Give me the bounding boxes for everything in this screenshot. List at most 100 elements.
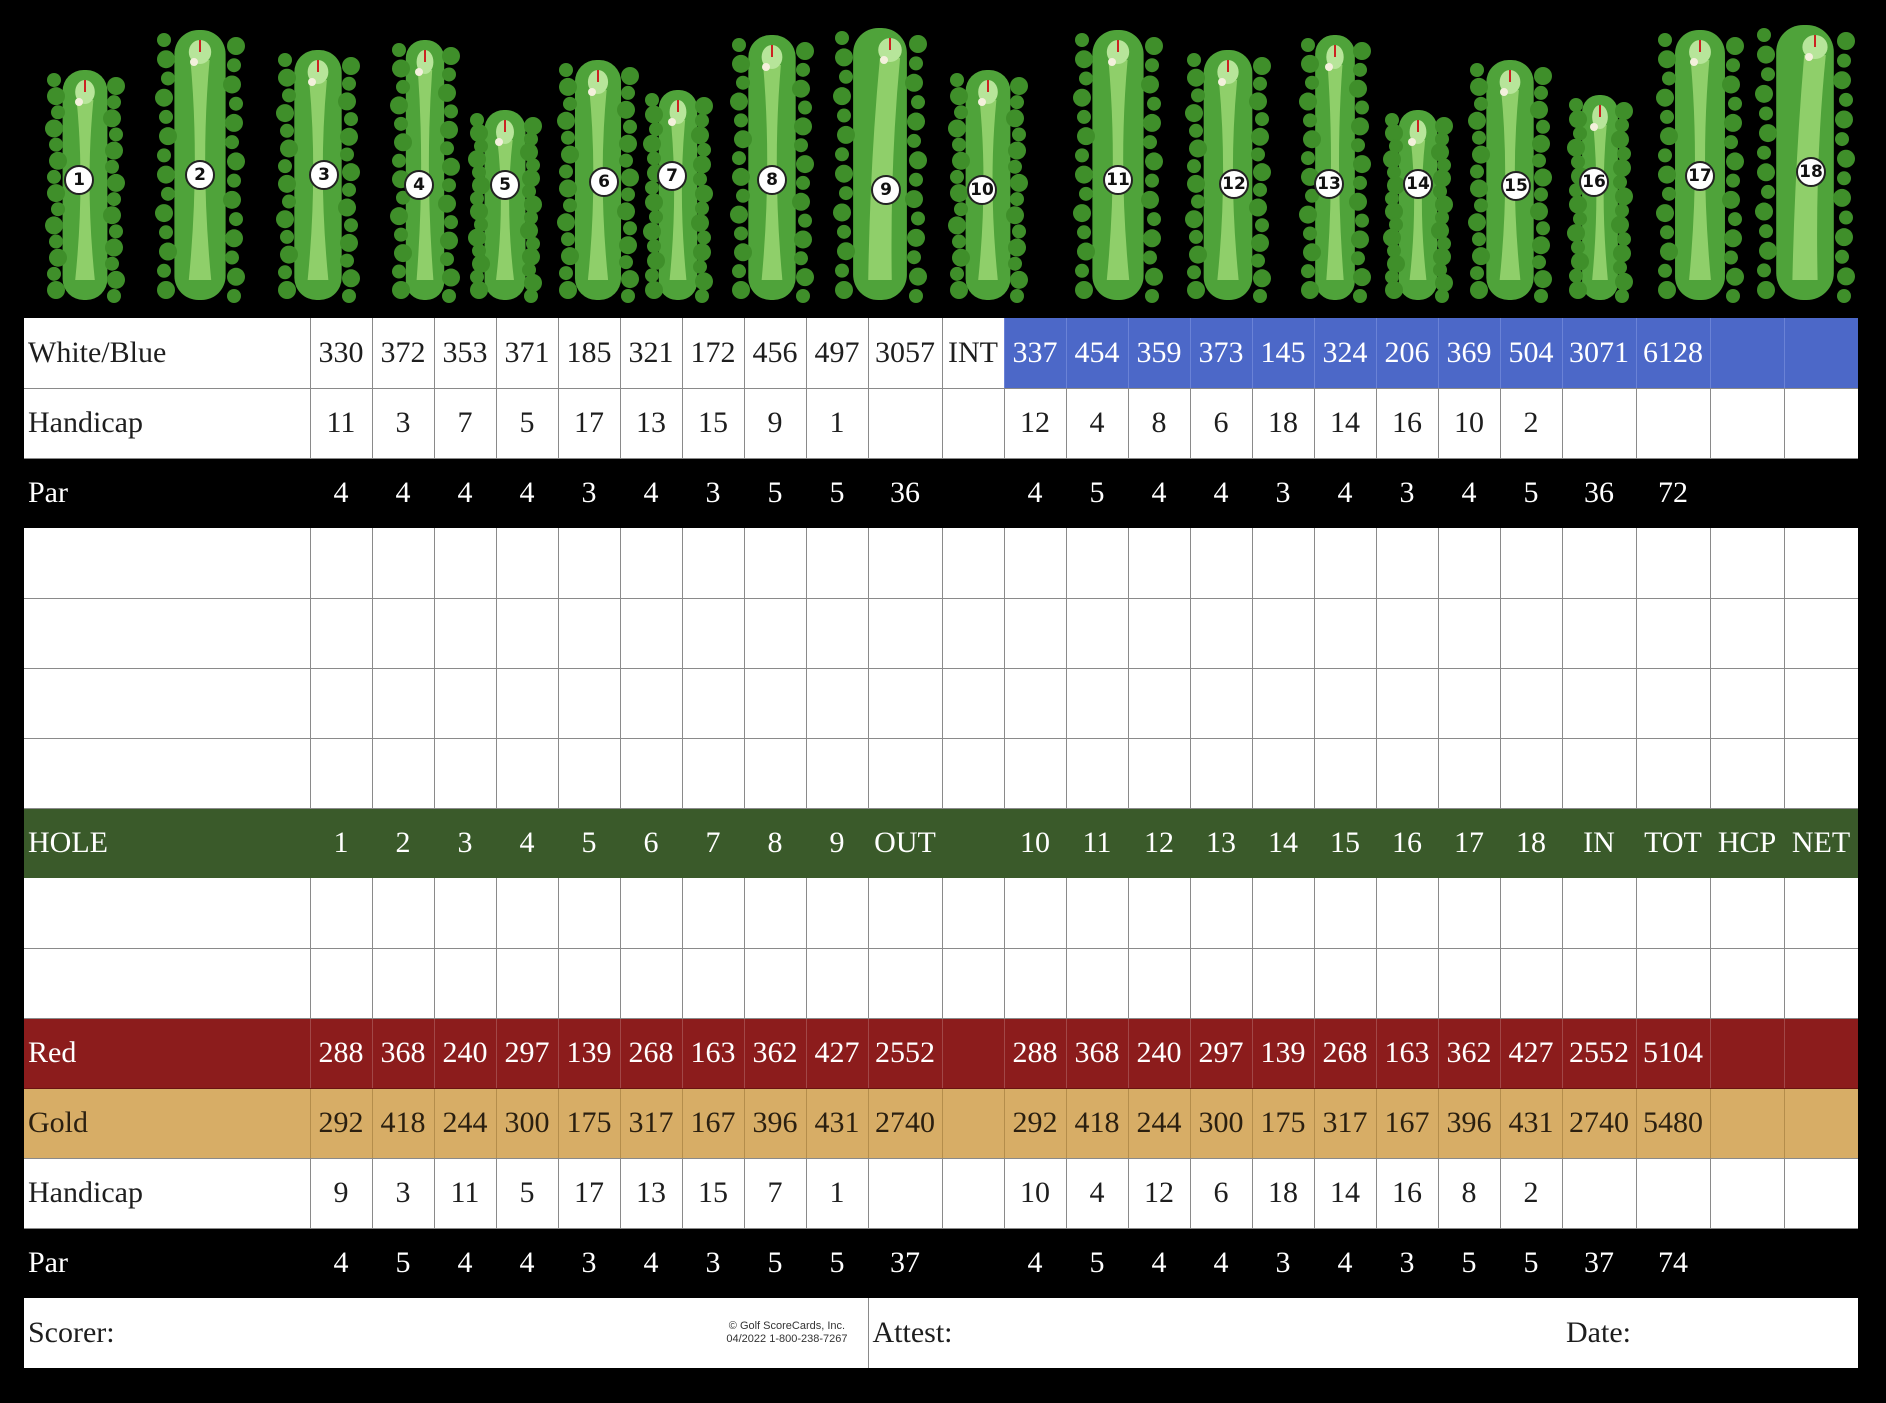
score-entry-cell bbox=[309, 528, 372, 599]
hole-number: 17 bbox=[1438, 808, 1500, 878]
in-total: 2552 bbox=[1561, 1018, 1636, 1089]
score-entry-cell bbox=[1127, 528, 1190, 599]
score-entry-cell bbox=[557, 948, 620, 1019]
hole-map-11: 11 bbox=[1073, 0, 1163, 318]
score-entry-cell bbox=[1375, 878, 1438, 949]
score-entry-cell bbox=[1065, 738, 1128, 809]
score-entry-cell bbox=[1561, 878, 1636, 949]
hole-value: 13 bbox=[619, 1158, 682, 1229]
hole-value: 4 bbox=[496, 1228, 558, 1298]
red-tee-row: Red 288 368 240 297 139 268 163 362 427 2552 288 368… bbox=[24, 1018, 1858, 1089]
hole-drawing bbox=[390, 40, 460, 303]
hole-value: 292 bbox=[1003, 1088, 1066, 1159]
hole-number: 4 bbox=[496, 808, 558, 878]
hole-number-badge: 4 bbox=[404, 170, 434, 200]
hole-number-badge: 1 bbox=[64, 165, 94, 195]
hole-value: 9 bbox=[309, 1158, 372, 1229]
out-total: 2552 bbox=[867, 1018, 942, 1089]
score-entry-cell bbox=[743, 738, 806, 809]
hole-value: 5 bbox=[1438, 1228, 1500, 1298]
hole-number: 9 bbox=[806, 808, 868, 878]
score-entry-cell bbox=[867, 738, 942, 809]
hole-value: 163 bbox=[681, 1018, 744, 1089]
net-cell bbox=[1784, 458, 1858, 528]
score-entry-cell bbox=[1783, 668, 1858, 739]
player-name-cell bbox=[24, 948, 310, 1019]
hole-value: 240 bbox=[433, 1018, 496, 1089]
score-entry-cell bbox=[495, 948, 558, 1019]
score-entry-cell bbox=[1065, 528, 1128, 599]
hole-value: 4 bbox=[1438, 458, 1500, 528]
score-entry-cell bbox=[867, 878, 942, 949]
hole-value: 12 bbox=[1127, 1158, 1190, 1229]
hole-layout-strip: 1 2 3 4 5 6 7 8 9 10 11 12 13 14 15 16 17 18 bbox=[0, 0, 1886, 318]
score-entry-cell bbox=[1709, 528, 1784, 599]
hole-value: 317 bbox=[619, 1088, 682, 1159]
score-entry-cell bbox=[309, 738, 372, 809]
hole-value: 4 bbox=[1128, 1228, 1190, 1298]
player-name-cell bbox=[24, 598, 310, 669]
score-entry-cell bbox=[619, 948, 682, 1019]
hole-value: 504 bbox=[1499, 318, 1562, 389]
hole-value: 240 bbox=[1127, 1018, 1190, 1089]
score-entry-cell bbox=[371, 598, 434, 669]
hole-value: 167 bbox=[681, 1088, 744, 1159]
hole-drawing bbox=[1073, 30, 1163, 303]
hole-map-8: 8 bbox=[730, 0, 814, 318]
in-total: 36 bbox=[1562, 458, 1636, 528]
score-entry-cell bbox=[1499, 528, 1562, 599]
out-total: 36 bbox=[868, 458, 942, 528]
score-entry-cell bbox=[805, 598, 868, 669]
hole-number-badge: 9 bbox=[871, 175, 901, 205]
score-entry-cell bbox=[1003, 738, 1066, 809]
score-entry-cell bbox=[1065, 598, 1128, 669]
score-entry-cell bbox=[1783, 738, 1858, 809]
hole-value: 359 bbox=[1127, 318, 1190, 389]
int-cell bbox=[942, 458, 1004, 528]
hole-value: 206 bbox=[1375, 318, 1438, 389]
hole-value: 15 bbox=[681, 1158, 744, 1229]
hole-value: 6 bbox=[1189, 1158, 1252, 1229]
score-entry-cell bbox=[1189, 598, 1252, 669]
copyright-line: 04/2022 1-800-238-7267 bbox=[726, 1333, 848, 1345]
hole-number-badge: 8 bbox=[757, 165, 787, 195]
score-entry-cell bbox=[1313, 878, 1376, 949]
hcp-cell bbox=[1709, 318, 1784, 389]
footer-row: Scorer: © Golf ScoreCards, Inc. 04/2022 1-… bbox=[24, 1298, 1858, 1368]
hole-value: 2 bbox=[1499, 388, 1562, 459]
hole-value: 288 bbox=[309, 1018, 372, 1089]
score-entry-cell bbox=[681, 528, 744, 599]
hole-drawing bbox=[557, 60, 639, 303]
total: 5480 bbox=[1635, 1088, 1710, 1159]
score-entry-cell bbox=[1375, 738, 1438, 809]
int-cell bbox=[941, 388, 1004, 459]
score-entry-cell bbox=[743, 948, 806, 1019]
score-entry-cell bbox=[619, 598, 682, 669]
hole-drawing bbox=[1299, 35, 1371, 303]
hole-value: 175 bbox=[557, 1088, 620, 1159]
hole-value: 427 bbox=[805, 1018, 868, 1089]
hole-value: 3 bbox=[1376, 458, 1438, 528]
copyright-notice: © Golf ScoreCards, Inc. 04/2022 1-800-238… bbox=[726, 1320, 847, 1346]
hole-value: 3 bbox=[682, 1228, 744, 1298]
hole-map-16: 16 bbox=[1567, 0, 1633, 318]
hole-value: 300 bbox=[495, 1088, 558, 1159]
hole-value: 16 bbox=[1375, 1158, 1438, 1229]
hole-drawing bbox=[1185, 50, 1271, 303]
scorer-label: Scorer: bbox=[28, 1316, 115, 1349]
score-entry-cell bbox=[1003, 668, 1066, 739]
int-cell bbox=[941, 1158, 1004, 1229]
hole-value: 3 bbox=[558, 1228, 620, 1298]
hole-map-14: 14 bbox=[1383, 0, 1453, 318]
hole-value: 454 bbox=[1065, 318, 1128, 389]
hcp-cell bbox=[1709, 1158, 1784, 1229]
score-entry-cell bbox=[371, 668, 434, 739]
row-label: Par bbox=[24, 1228, 310, 1298]
hole-number: 14 bbox=[1252, 808, 1314, 878]
player-name-cell bbox=[24, 878, 310, 949]
hole-map-7: 7 bbox=[643, 0, 713, 318]
score-entry-cell bbox=[309, 668, 372, 739]
score-entry-cell bbox=[941, 528, 1004, 599]
hole-number-badge: 16 bbox=[1579, 167, 1609, 197]
